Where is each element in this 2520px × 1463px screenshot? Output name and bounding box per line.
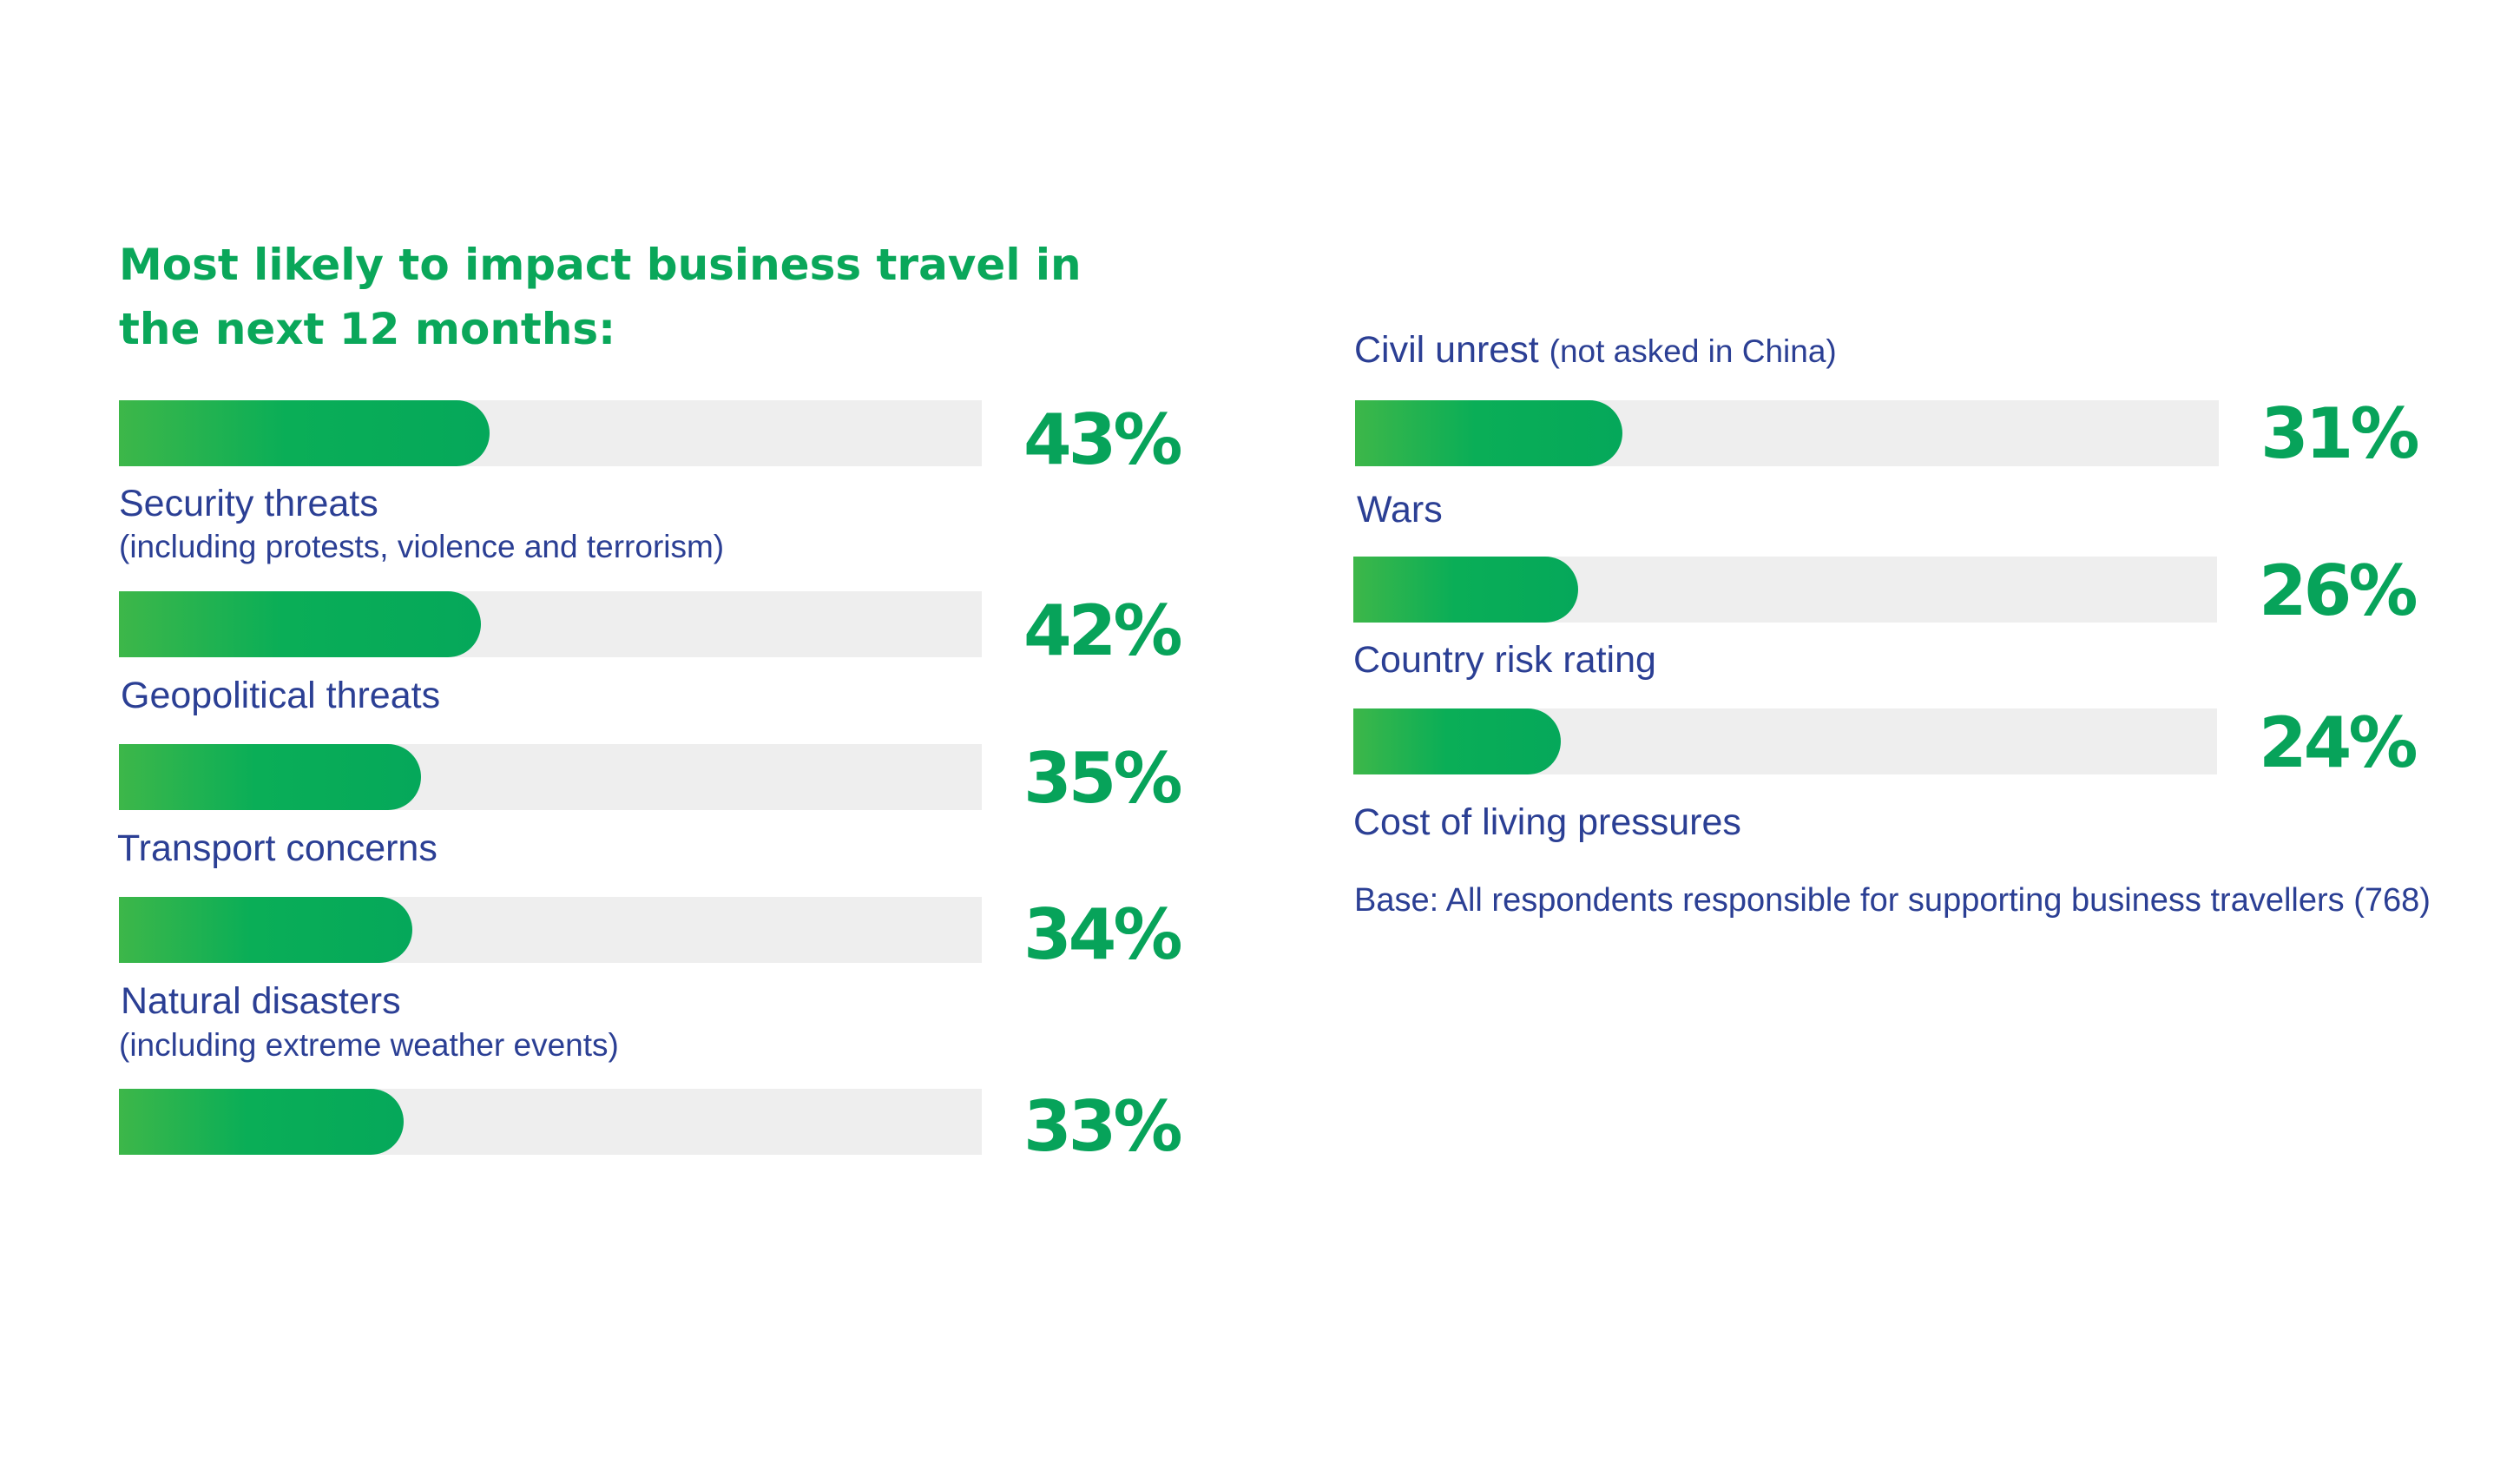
bar-track [1355,400,2219,466]
category-label: Civil unrest (not asked in China) [1354,328,1837,373]
category-sublabel: (not asked in China) [1549,333,1837,369]
category-sublabel: (including extreme weather events) [119,1027,619,1063]
bar-track [119,1089,982,1155]
bar-track [119,744,982,810]
bar [1353,557,1578,623]
chart-title: Most likely to impact business travel in… [119,240,1082,354]
bar-track [1353,708,2217,774]
bar [119,591,481,657]
value-label: 24% [2259,702,2418,783]
bar [119,1089,404,1155]
category-sublabel: (including protests, violence and terror… [119,529,725,564]
bar [119,400,490,466]
base-note: Base: All respondents responsible for su… [1354,882,2431,919]
category-label: Geopolitical threats [121,675,441,716]
value-label: 34% [1023,894,1182,975]
value-label: 42% [1023,590,1182,671]
category-label-main: Civil unrest [1354,329,1539,371]
value-label: 26% [2259,550,2418,631]
bar [119,897,412,963]
value-label: 33% [1023,1086,1182,1167]
value-label: 43% [1023,399,1182,480]
category-label: Cost of living pressures [1353,801,1741,843]
category-label: Wars [1357,489,1443,531]
category-label: Transport concerns [117,827,438,869]
category-label: Natural disasters [121,980,401,1022]
bar-track [119,897,982,963]
value-label: 31% [2260,393,2419,474]
value-label: 35% [1023,738,1182,819]
category-label: Security threats [119,483,378,524]
bar-track [119,591,982,657]
bar [119,744,421,810]
bar [1355,400,1622,466]
bar-track [119,400,982,466]
category-label: Country risk rating [1353,639,1656,681]
bar-track [1353,557,2217,623]
bar [1353,708,1561,774]
